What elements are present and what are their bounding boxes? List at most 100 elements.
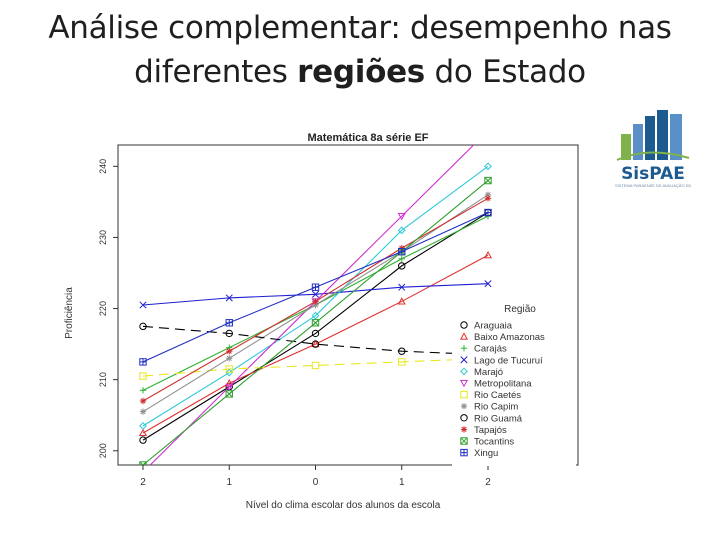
legend-item: Xingu — [460, 448, 498, 459]
data-point — [226, 348, 233, 355]
series-line — [142, 165, 489, 427]
data-point — [311, 361, 320, 370]
data-point — [139, 397, 147, 405]
data-point — [484, 208, 492, 217]
legend-item: Lago de Tucuruí — [460, 355, 543, 366]
data-point — [139, 408, 147, 415]
data-point — [225, 294, 233, 302]
x-tick-label: 0 — [313, 477, 319, 488]
legend-item: Metropolitana — [459, 379, 532, 390]
y-tick-label: 240 — [98, 159, 108, 174]
x-tick-label: 2 — [140, 477, 146, 488]
x-tick-label: 1 — [399, 477, 405, 488]
data-point — [311, 311, 320, 320]
legend-marker — [460, 345, 468, 352]
series-line — [142, 325, 489, 356]
data-point — [398, 283, 406, 291]
series-line — [142, 357, 489, 377]
data-point — [225, 319, 233, 327]
legend-marker — [460, 356, 468, 364]
legend-label: Baixo Amazonas — [474, 332, 545, 343]
y-tick-label: 230 — [98, 230, 108, 245]
data-point — [311, 319, 320, 327]
title-text-post: do Estado — [424, 54, 587, 90]
legend-marker — [460, 321, 468, 329]
data-point — [398, 262, 406, 270]
legend-item: Tapajós — [460, 425, 507, 436]
data-point — [225, 329, 233, 338]
legend-label: Tapajós — [474, 425, 507, 436]
series-rio-guamá — [139, 322, 492, 359]
data-point — [397, 297, 406, 305]
x-tick-label: 2 — [485, 477, 491, 488]
data-point — [311, 290, 320, 298]
legend-label: Marajó — [474, 367, 503, 378]
data-point — [225, 365, 233, 373]
data-point — [225, 378, 234, 387]
y-axis-label: Proficiência — [64, 287, 75, 339]
data-point — [397, 226, 406, 235]
legend-marker — [460, 448, 468, 457]
series-baixo-amazonas — [138, 250, 493, 437]
data-point — [139, 387, 147, 394]
legend-item: Tocantins — [460, 437, 514, 448]
legend-marker — [460, 437, 468, 445]
legend-marker — [460, 367, 468, 376]
data-point — [311, 283, 320, 291]
x-axis-label: Nível do clima escolar dos alunos da esc… — [246, 500, 441, 511]
data-point — [138, 428, 148, 437]
y-tick-label: 200 — [98, 443, 108, 458]
legend-label: Rio Guamá — [474, 413, 523, 424]
data-point — [483, 250, 493, 259]
data-point — [397, 213, 406, 221]
data-point — [139, 421, 147, 430]
data-point — [398, 347, 406, 355]
data-point — [139, 372, 147, 380]
title-text-pre: diferentes — [134, 54, 298, 90]
y-tick-label: 210 — [98, 372, 108, 387]
chart-title: Matemática 8a série EF — [307, 132, 428, 144]
data-point — [311, 339, 320, 348]
legend-item: Rio Caetés — [460, 390, 521, 401]
data-point — [484, 162, 492, 171]
legend-marker — [460, 390, 468, 399]
slide-title: Análise complementar: desempenho nas dif… — [0, 6, 720, 94]
data-point — [398, 255, 405, 262]
legend-item: Rio Guamá — [460, 413, 523, 424]
data-point — [225, 368, 234, 377]
series-xingu — [139, 208, 492, 366]
data-point — [398, 358, 406, 366]
y-tick-label: 220 — [98, 301, 108, 316]
series-marajó — [139, 162, 492, 430]
series-rio-caetés — [139, 354, 492, 380]
data-point — [485, 128, 491, 134]
sispae-logo: SisPAE SISTEMA PARAENSE DE AVALIAÇÃO EDU… — [613, 108, 693, 190]
data-point — [140, 470, 146, 476]
data-point — [139, 358, 147, 366]
legend-marker — [459, 379, 469, 388]
data-point — [226, 355, 233, 362]
data-point — [225, 383, 234, 392]
sispae-logo-icon — [616, 110, 690, 161]
data-point — [484, 280, 492, 288]
data-point — [484, 195, 492, 202]
logo-text: SisPAE — [621, 164, 685, 184]
legend-label: Carajás — [474, 344, 507, 355]
data-point — [225, 390, 233, 398]
legend-marker — [459, 332, 469, 340]
logo-subtitle: SISTEMA PARAENSE DE AVALIAÇÃO EDUCACIONA… — [615, 183, 691, 188]
legend-label: Lago de Tucuruí — [474, 355, 543, 366]
legend-label: Rio Caetés — [474, 390, 521, 401]
legend-label: Xingu — [474, 448, 498, 459]
series-lago-de-tucuruí — [139, 280, 492, 309]
series-line — [142, 212, 489, 441]
title-text-bold: regiões — [297, 54, 425, 90]
slide-title-line-1: Análise complementar: desempenho nas — [48, 10, 672, 46]
data-point — [312, 298, 319, 305]
data-point — [139, 301, 147, 309]
legend-marker — [460, 426, 468, 433]
data-point — [311, 340, 320, 348]
data-point — [139, 322, 147, 331]
legend-item: Marajó — [460, 367, 503, 378]
